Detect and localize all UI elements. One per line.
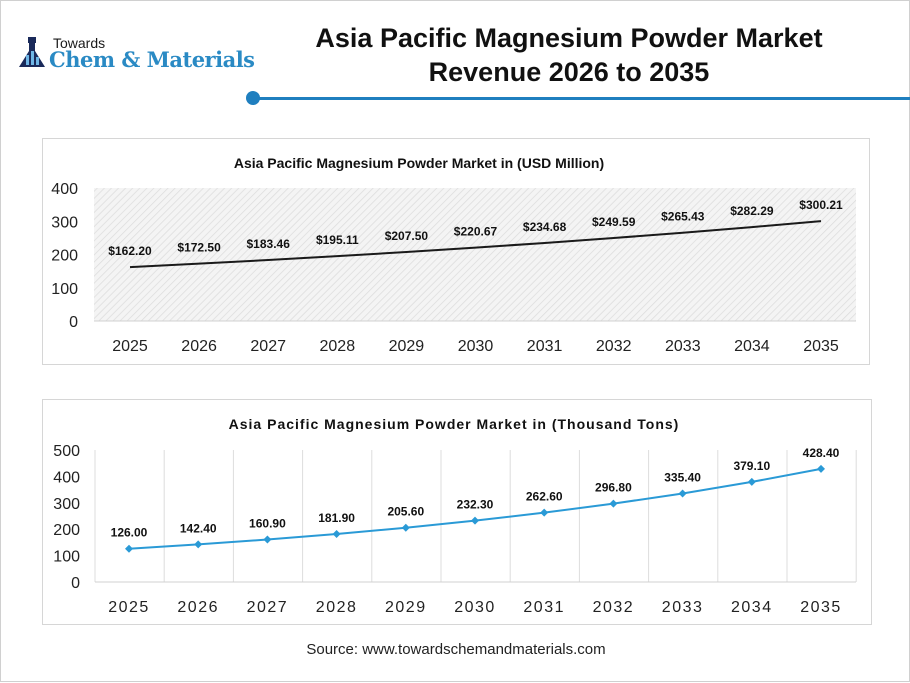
chart1-x-tick-label: 2030 — [458, 338, 494, 355]
chart2-title: Asia Pacific Magnesium Powder Market in … — [229, 416, 680, 432]
chart2-x-tick-label: 2034 — [731, 599, 773, 616]
chart2-data-label: 160.90 — [249, 517, 286, 531]
chart1-data-label: $195.11 — [316, 233, 359, 247]
chart1-x-tick-label: 2029 — [389, 338, 425, 355]
chart2-data-label: 126.00 — [111, 526, 148, 540]
chart1-data-label: $183.46 — [247, 237, 291, 251]
chart1-x-tick-label: 2032 — [596, 338, 632, 355]
chart1-data-label: $300.21 — [799, 198, 843, 212]
chart2-x-tick-label: 2028 — [316, 599, 358, 616]
title-line-1: Asia Pacific Magnesium Powder Market — [315, 23, 823, 53]
chart2-data-point — [678, 489, 687, 498]
chart2-x-tick-label: 2031 — [523, 599, 565, 616]
chart2-y-tick-label: 0 — [71, 575, 80, 592]
chart1-x-tick-label: 2028 — [320, 338, 356, 355]
chart2-y-tick-label: 400 — [53, 469, 80, 486]
chart2-data-label: 205.60 — [387, 505, 424, 519]
chart1-data-label: $220.67 — [454, 225, 498, 239]
chart1-title: Asia Pacific Magnesium Powder Market in … — [234, 155, 604, 171]
chart2-data-point — [817, 464, 825, 473]
chart2-data-point — [747, 477, 756, 486]
chart2-y-tick-label: 100 — [53, 549, 80, 566]
chart1-x-tick-label: 2034 — [734, 338, 770, 355]
chart1-x-tick-label: 2035 — [803, 338, 839, 355]
chart2-y-tick-label: 200 — [53, 522, 80, 539]
chart2-data-point — [471, 516, 479, 525]
logo-text-main: Chem & Materials — [49, 47, 255, 72]
chart1-data-label: $162.20 — [108, 244, 152, 258]
chart1-data-label: $282.29 — [730, 204, 774, 218]
chart2-x-tick-label: 2032 — [593, 599, 635, 616]
chart1-x-tick-label: 2031 — [527, 338, 563, 355]
chart2-data-point — [263, 535, 272, 544]
chart2-data-label: 335.40 — [664, 470, 701, 484]
chart1-x-tick-label: 2026 — [181, 338, 217, 355]
chart2-x-tick-label: 2029 — [385, 599, 427, 616]
chart1-x-tick-label: 2025 — [112, 338, 148, 355]
divider-dot — [246, 91, 260, 105]
chart1-data-label: $234.68 — [523, 220, 567, 234]
page-title: Asia Pacific Magnesium Powder Market Rev… — [269, 21, 869, 89]
chart2-data-label: 181.90 — [318, 511, 355, 525]
chart1-y-tick-label: 400 — [51, 181, 78, 198]
chart2-x-tick-label: 2027 — [247, 599, 289, 616]
chart2-data-point — [125, 544, 133, 553]
chart1-y-tick-label: 100 — [51, 281, 78, 298]
chart2-x-tick-label: 2035 — [800, 599, 842, 616]
chart2-x-tick-label: 2026 — [177, 599, 219, 616]
chart2-data-point — [194, 540, 203, 549]
chart1-plot-area — [94, 188, 856, 321]
chart2-data-label: 428.40 — [803, 446, 840, 460]
chart2-data-label: 296.80 — [595, 481, 632, 495]
chart2-x-tick-label: 2025 — [108, 599, 150, 616]
flask-icon — [19, 37, 45, 67]
chart2-y-tick-label: 300 — [53, 496, 80, 513]
chart1-y-tick-label: 300 — [51, 214, 78, 231]
chart2-data-label: 262.60 — [526, 490, 563, 504]
chart1-data-label: $249.59 — [592, 215, 636, 229]
title-divider — [253, 97, 910, 100]
chart1-series-line — [129, 220, 822, 269]
source-note: Source: www.towardschemandmaterials.com — [306, 641, 606, 658]
chart1-data-label: $207.50 — [385, 229, 429, 243]
chart1-data-label: $172.50 — [177, 241, 221, 255]
chart2-data-point — [609, 499, 618, 508]
chart1-y-tick-label: 200 — [51, 248, 78, 265]
title-line-2: Revenue 2026 to 2035 — [428, 57, 710, 87]
chart2-data-point — [401, 523, 410, 532]
chart1-x-tick-label: 2033 — [665, 338, 701, 355]
chart2-x-tick-label: 2033 — [662, 599, 704, 616]
chart2-y-tick-label: 500 — [53, 443, 80, 460]
chart2-data-label: 379.10 — [733, 459, 770, 473]
chart2-x-tick-label: 2030 — [454, 599, 496, 616]
chart2-data-label: 142.40 — [180, 521, 217, 535]
chart2-data-point — [332, 529, 341, 538]
chart2-data-point — [540, 508, 549, 517]
chart-panel-volume — [42, 399, 872, 625]
chart1-x-tick-label: 2027 — [250, 338, 286, 355]
chart1-data-label: $265.43 — [661, 210, 705, 224]
chart2-data-label: 232.30 — [457, 498, 494, 512]
logo-text-top: Towards — [53, 35, 106, 51]
chart1-y-tick-label: 0 — [69, 314, 78, 331]
